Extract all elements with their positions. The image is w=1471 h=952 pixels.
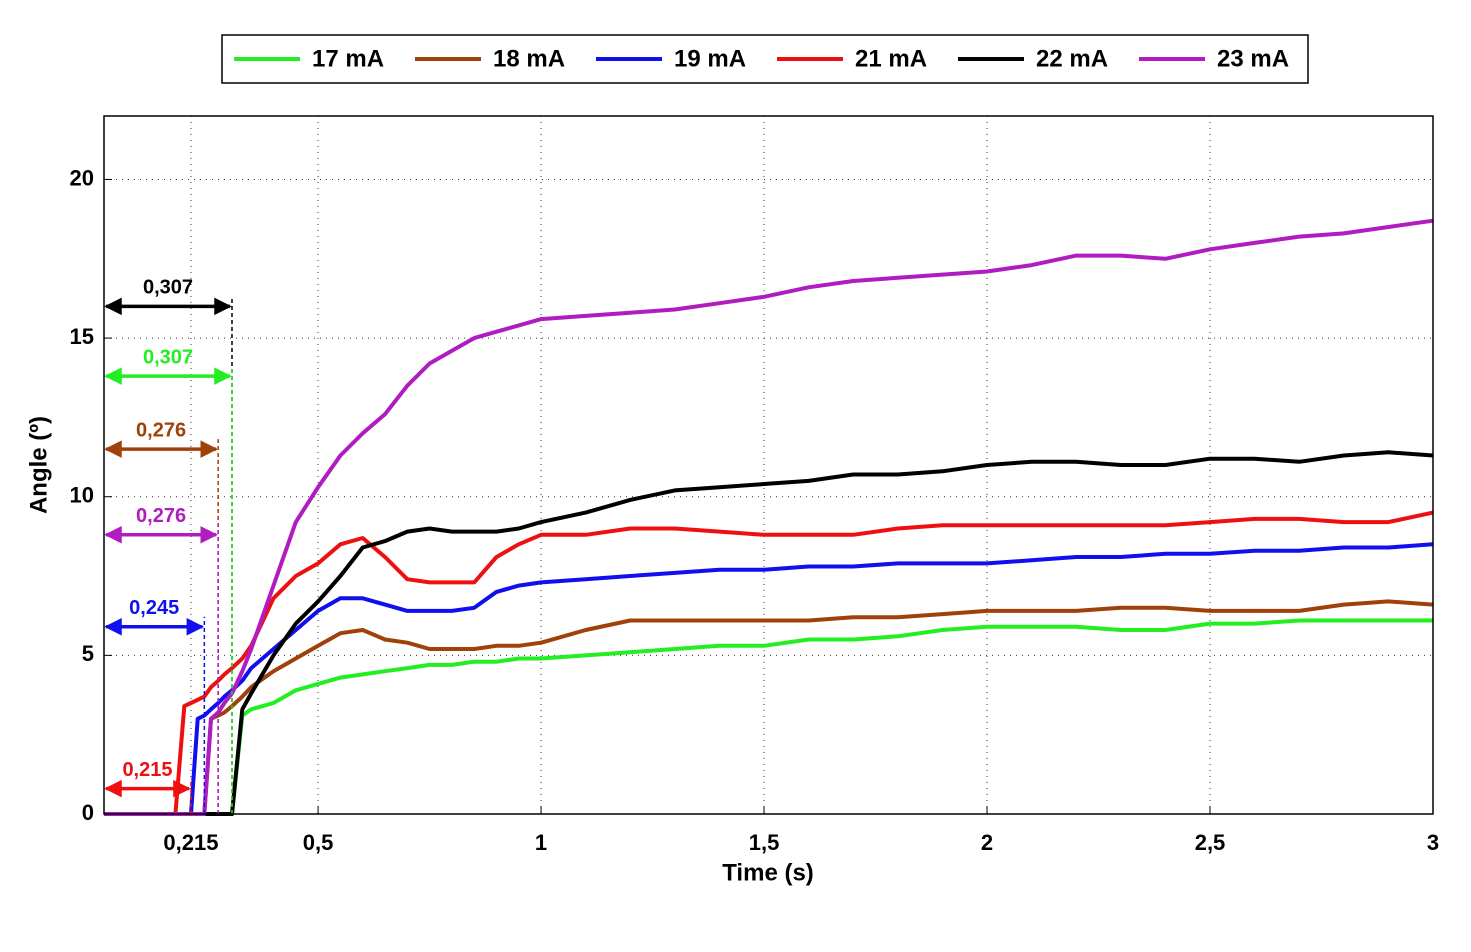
legend: 17 mA 18 mA 19 mA 21 mA 22 mA 23 mA xyxy=(221,34,1309,84)
y-tick-label: 10 xyxy=(70,483,94,508)
plot-frame xyxy=(103,115,1434,815)
series-line xyxy=(104,218,1434,816)
series-line xyxy=(104,618,1433,816)
x-tick-label: 1,5 xyxy=(749,830,780,855)
annotation-label: 0,245 xyxy=(129,597,179,619)
y-tick-label: 0 xyxy=(82,800,94,825)
annotation-label: 0,307 xyxy=(143,346,193,368)
annotation-label: 0,276 xyxy=(136,505,186,527)
annotation-label: 0,276 xyxy=(136,419,186,441)
series-line xyxy=(104,450,1434,816)
x-tick-label: 3 xyxy=(1427,830,1439,855)
legend-label: 22 mA xyxy=(1036,45,1108,72)
legend-label: 21 mA xyxy=(855,45,927,72)
x-tick-label: 0,5 xyxy=(303,830,334,855)
y-tick-label: 15 xyxy=(70,324,94,349)
x-tick-label: 2,5 xyxy=(1195,830,1226,855)
x-tick-label: 2 xyxy=(981,830,993,855)
legend-label: 17 mA xyxy=(312,45,384,72)
x-tick-label: 1 xyxy=(535,830,547,855)
y-tick-label: 20 xyxy=(70,165,94,190)
series-line xyxy=(104,542,1434,816)
annotation-label: 0,307 xyxy=(143,277,193,299)
annotation-label: 0,215 xyxy=(122,759,172,781)
legend-label: 23 mA xyxy=(1217,45,1289,72)
y-axis-label: Angle (º) xyxy=(25,416,52,514)
y-tick-label: 5 xyxy=(82,641,94,666)
legend-label: 19 mA xyxy=(674,45,746,72)
legend-box xyxy=(221,34,1309,84)
series-line xyxy=(104,510,1434,816)
x-tick-label: 0,215 xyxy=(163,830,218,855)
x-axis-label: Time (s) xyxy=(722,859,814,886)
legend-label: 18 mA xyxy=(493,45,565,72)
series-line xyxy=(104,599,1434,816)
